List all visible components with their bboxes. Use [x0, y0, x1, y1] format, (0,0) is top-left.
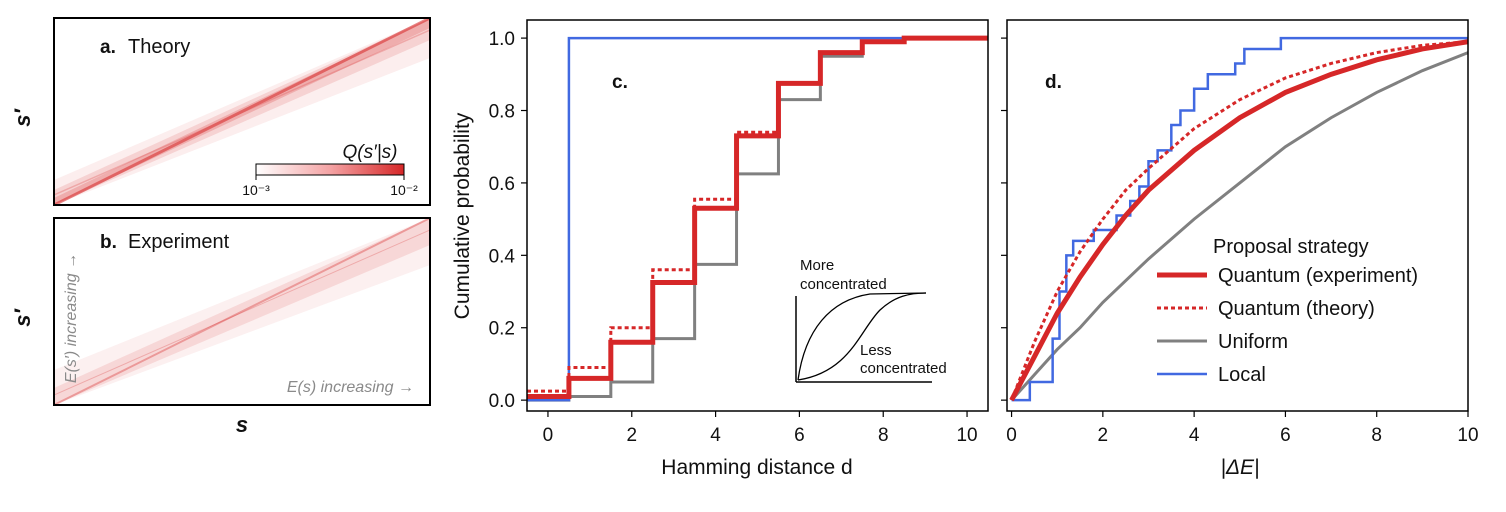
heatmap-b: [54, 218, 430, 405]
panel-c-series-uniform: [527, 36, 988, 402]
panel-c-inset: More concentrated Less concentrated: [795, 257, 947, 383]
panel-c-series-local: [527, 36, 988, 402]
panel-d-series-local: [1011, 36, 1468, 402]
panel-c-series: [527, 35, 988, 402]
panel-d-xtick-label: 4: [1189, 425, 1200, 446]
panel-d-xtick-label: 2: [1098, 425, 1109, 446]
panel-c-ytick-label: 0.4: [489, 246, 516, 267]
heatmap-a-frame: [53, 17, 431, 206]
legend-title: Proposal strategy: [1213, 236, 1369, 258]
panel-a-title: Theory: [128, 36, 190, 58]
panel-b: b. Experiment s′ E(s′) increasing → E(s)…: [10, 217, 431, 437]
panel-b-letter: b.: [100, 232, 117, 253]
inset-concentrated-curve: [797, 292, 927, 381]
inset-concentrated-label-bottom: concentrated: [860, 360, 947, 377]
panel-d-letter: d.: [1045, 72, 1062, 93]
panel-d-series-quantum-theory: [1010, 40, 1468, 401]
panel-c: 0 2 4 6 8 10 0.0 0.2 0.4 0.6 0.8 1.0 c. Hamming dis…: [451, 19, 989, 479]
heatmap-b-frame: [53, 217, 431, 406]
panel-b-xlabel: s: [236, 412, 248, 437]
legend: Proposal strategy Quantum (experiment)Qu…: [1157, 236, 1418, 386]
panel-d-xtick-label: 6: [1280, 425, 1291, 446]
legend-items: Quantum (experiment) Quantum (theory) Unif…: [1157, 265, 1418, 386]
panel-d-series-quantum-experiment: [1009, 39, 1468, 402]
inset-concentrated-label-top: concentrated: [800, 276, 887, 293]
panel-c-ytick-label: 0.6: [489, 174, 515, 195]
panel-d-frame: [1006, 19, 1469, 412]
panel-a-ylabel: s′: [10, 108, 35, 127]
panel-b-vertical-note: E(s′) increasing →: [63, 253, 80, 383]
panel-b-ylabel: s′: [10, 308, 35, 327]
panel-c-letter: c.: [612, 72, 628, 93]
panel-c-xtick-label: 6: [794, 425, 805, 446]
panel-c-xtick-label: 4: [710, 425, 721, 446]
panel-c-series-quantum-theory: [527, 36, 988, 393]
panel-c-ytick-label: 0.8: [489, 102, 515, 123]
panel-c-ylabel: Cumulative probability: [451, 112, 474, 319]
inset-less-concentrated-curve: [797, 292, 927, 381]
panel-d-ticks: 0 2 4 6 8 10: [1001, 37, 1479, 446]
inset-less-label: Less: [860, 342, 892, 359]
panel-c-series-quantum-experiment: [527, 35, 988, 400]
panel-c-ytick-label: 1.0: [489, 29, 515, 50]
heatmap-a: [54, 18, 430, 205]
panel-c-xtick-label: 8: [878, 425, 889, 446]
inset-more-label: More: [800, 257, 834, 274]
legend-label-quantum-experiment: Quantum (experiment): [1218, 265, 1418, 287]
panel-a: a. Theory s′ Q(s′|s) 10⁻³ 10⁻²: [10, 17, 431, 206]
panel-d-xlabel: |ΔE|: [1220, 456, 1259, 479]
panel-d-xtick-label: 10: [1457, 425, 1478, 446]
panel-d-xtick-label: 8: [1371, 425, 1382, 446]
panel-c-xlabel: Hamming distance d: [661, 456, 852, 479]
panel-d: 0 2 4 6 8 10 d. |ΔE| Proposal strategy Quantu…: [1001, 19, 1479, 479]
panel-c-frame: [526, 19, 989, 412]
panel-c-xtick-label: 2: [626, 425, 637, 446]
panel-d-series-uniform: [1010, 51, 1468, 402]
panel-c-xtick-label: 10: [956, 425, 977, 446]
legend-label-quantum-theory: Quantum (theory): [1218, 298, 1375, 320]
panel-d-series: [1009, 36, 1468, 402]
panel-a-letter: a.: [100, 37, 116, 58]
colorbar-label: Q(s′|s): [343, 142, 398, 163]
panel-b-title: Experiment: [128, 231, 230, 253]
colorbar-tick-label-high: 10⁻²: [390, 182, 418, 198]
colorbar: [255, 163, 405, 176]
panel-d-xtick-label: 0: [1006, 425, 1017, 446]
legend-label-uniform: Uniform: [1218, 331, 1288, 353]
panel-c-ytick-label: 0.0: [489, 391, 515, 412]
panel-b-horizontal-note: E(s) increasing →: [287, 379, 414, 396]
panel-c-ticks: 0 2 4 6 8 10 0.0 0.2 0.4 0.6 0.8 1.0: [489, 29, 978, 446]
colorbar-tick-label-low: 10⁻³: [242, 182, 270, 198]
legend-label-local: Local: [1218, 364, 1266, 386]
panel-c-ytick-label: 0.2: [489, 319, 515, 340]
panel-c-xtick-label: 0: [543, 425, 554, 446]
